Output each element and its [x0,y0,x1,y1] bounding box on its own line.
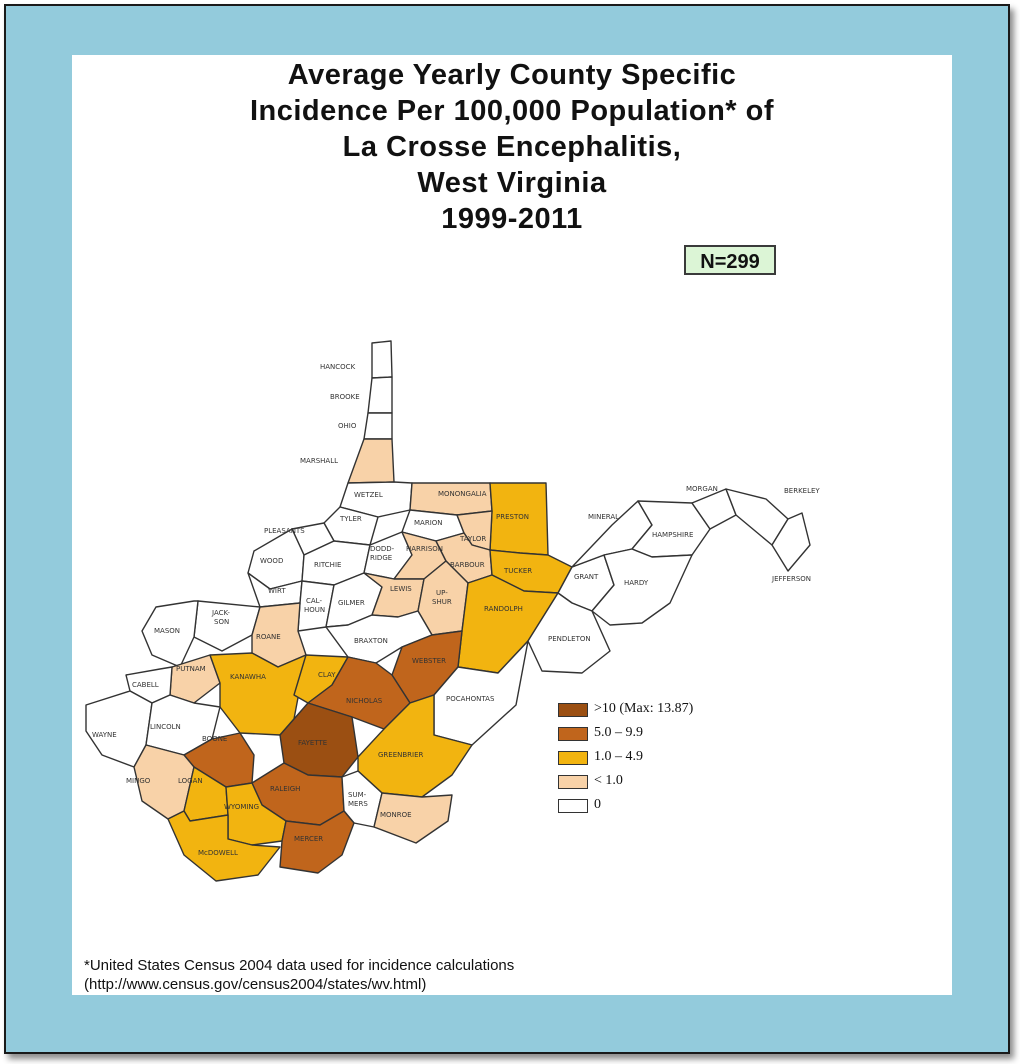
county-hancock [371,340,393,379]
label-marshall: MARSHALL [300,457,338,465]
label-hampshire: HAMPSHIRE [652,531,693,539]
label-kanawha: KANAWHA [230,673,266,681]
label-marion: MARION [414,519,443,527]
legend-label: 5.0 – 9.9 [594,725,643,740]
legend-label: < 1.0 [594,773,623,788]
label-summers-2: MERS [348,800,368,808]
county-monroe [373,792,453,844]
label-jefferson: JEFFERSON [771,575,811,583]
label-summers-1: SUM- [348,791,367,799]
label-harrison: HARRISON [406,545,443,553]
footnote-line-1: *United States Census 2004 data used for… [84,957,515,974]
county-mason [141,600,199,668]
legend-swatch [558,703,588,717]
label-lewis: LEWIS [390,585,412,593]
label-jackson-1: JACK- [211,609,230,617]
label-raleigh: RALEIGH [270,785,300,793]
label-pendleton: PENDLETON [548,635,591,643]
label-tyler: TYLER [339,515,362,523]
slide-frame: Average Yearly County Specific Incidence… [4,4,1010,1054]
legend-label: 1.0 – 4.9 [594,749,643,764]
label-morgan: MORGAN [686,485,718,493]
label-hardy: HARDY [624,579,649,587]
label-cabell: CABELL [132,681,159,689]
title-line-2: Incidence Per 100,000 Population* of [249,95,775,127]
title-line-1: Average Yearly County Specific [287,59,737,91]
label-webster: WEBSTER [412,657,446,665]
label-lincoln: LINCOLN [150,723,181,731]
label-wayne: WAYNE [92,731,117,739]
label-ohio: OHIO [338,422,357,430]
label-monroe: MONROE [380,811,412,819]
label-roane: ROANE [256,633,281,641]
label-barbour: BARBOUR [450,561,485,569]
label-taylor: TAYLOR [459,535,486,543]
title-line-3: La Crosse Encephalitis, [342,131,682,163]
label-preston: PRESTON [496,513,529,521]
label-wirt: WIRT [268,587,286,595]
footnote: *United States Census 2004 data used for… [84,956,514,994]
label-wood: WOOD [260,557,283,565]
label-mason: MASON [154,627,180,635]
label-mercer: MERCER [294,835,323,843]
label-braxton: BRAXTON [354,637,388,645]
slide: Average Yearly County Specific Incidence… [72,55,952,995]
label-pleasants: PLEASANTS [264,527,305,535]
label-tucker: TUCKER [503,567,532,575]
county-hardy [591,548,693,626]
label-upshur-2: SHUR [432,598,452,606]
label-upshur-1: UP- [436,589,448,597]
label-boone: BOONE [202,735,227,743]
label-nicholas: NICHOLAS [346,697,383,705]
footnote-line-2: (http://www.census.gov/census2004/states… [84,976,427,993]
label-jackson-2: SON [214,618,229,626]
legend-swatch [558,775,588,789]
label-brooke: BROOKE [330,393,360,401]
county-mercer [279,810,355,874]
label-randolph: RANDOLPH [484,605,523,613]
sample-size-badge: N=299 [684,245,776,275]
legend-swatch [558,727,588,741]
label-monongalia: MONONGALIA [438,490,487,498]
county-calhoun [297,580,335,632]
label-calhoun-1: CAL- [306,597,322,605]
title-line-4: West Virginia [417,167,607,199]
county-marshall [347,438,395,484]
label-doddridge-1: DODD- [370,545,395,553]
label-berkeley: BERKELEY [784,487,820,495]
map-title: Average Yearly County Specific Incidence… [72,57,952,237]
county-jefferson [771,512,811,572]
legend-label: >10 (Max: 13.87) [594,701,694,716]
legend-swatch [558,799,588,813]
legend-label: 0 [594,797,601,812]
label-ritchie: RITCHIE [314,561,341,569]
label-wetzel: WETZEL [354,491,383,499]
wv-county-map: HANCOCK BROOKE OHIO MARSHALL WETZEL MONO… [85,340,820,882]
label-mingo: MINGO [126,777,151,785]
county-mcdowell [167,810,281,882]
label-logan: LOGAN [178,777,203,785]
label-mineral: MINERAL [588,513,619,521]
label-mcdowell: McDOWELL [198,849,238,857]
county-monongalia [409,482,493,516]
label-hancock: HANCOCK [320,363,356,371]
label-pocahontas: POCAHONTAS [446,695,495,703]
legend-swatch [558,751,588,765]
label-fayette: FAYETTE [298,739,327,747]
county-brooke [367,376,393,414]
label-gilmer: GILMER [338,599,365,607]
label-greenbrier: GREENBRIER [378,751,424,759]
title-line-5: 1999-2011 [441,203,583,235]
label-clay: CLAY [318,671,336,679]
label-doddridge-2: RIDGE [370,554,392,562]
county-pendleton [527,592,611,674]
label-putnam: PUTNAM [176,665,206,673]
label-grant: GRANT [574,573,599,581]
label-calhoun-2: HOUN [304,606,325,614]
county-ohio [363,412,393,440]
label-wyoming: WYOMING [224,803,259,811]
